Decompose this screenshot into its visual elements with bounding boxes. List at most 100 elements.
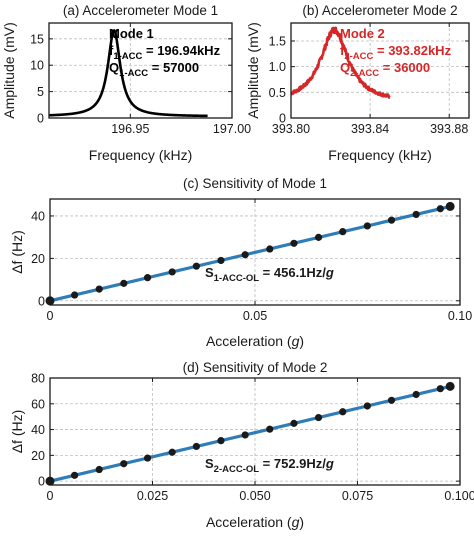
x-tick-label: 0.075 <box>342 489 373 503</box>
annotation-line: Q1-ACC = 57000 <box>109 60 199 79</box>
x-tick-label: 393.80 <box>272 122 310 136</box>
x-tick-label: 0.050 <box>239 489 270 503</box>
annotation-main: Q <box>340 60 350 75</box>
annotation-var: g <box>325 265 334 280</box>
data-point <box>241 251 249 259</box>
data-point <box>387 216 396 224</box>
fit-line <box>50 203 455 303</box>
data-point <box>95 465 103 474</box>
x-tick-label: 0 <box>47 489 54 503</box>
resonance-curve <box>49 29 209 118</box>
y-tick-label: 0 <box>38 475 45 489</box>
annotation-main: S <box>205 456 214 471</box>
annotation-subscript: 2-ACC <box>344 51 373 62</box>
annotation-main: f <box>340 43 345 58</box>
x-axis-label-tail: ) <box>299 514 304 530</box>
x-tick-label: 0.100 <box>444 489 474 503</box>
x-axis-label: Frequency (kHz) <box>89 147 192 163</box>
plot-area <box>49 29 209 118</box>
annotation-subscript: 1-ACC-OL <box>214 273 260 284</box>
chart-c: (c) Sensitivity of Mode 1 0 0.05 0.10 0 20 40 A… <box>9 176 472 349</box>
annotation-tail: = 36000 <box>379 60 430 75</box>
annotation-main: Mode 2 <box>340 26 385 41</box>
y-axis-label: Amplitude (mV) <box>1 22 17 118</box>
chart-d: (d) Sensitivity of Mode 2 0 0.025 0.050 0.07… <box>9 360 474 530</box>
y-tick-label: 15 <box>30 32 44 46</box>
y-tick-label: 0 <box>37 112 44 126</box>
x-axis-label: Acceleration (g) <box>206 514 304 530</box>
chart-title: (c) Sensitivity of Mode 1 <box>183 176 327 191</box>
x-tick-label: 0.10 <box>448 309 472 323</box>
data-point <box>363 222 371 230</box>
annotation-tail: = 57000 <box>148 60 199 75</box>
data-point <box>339 228 347 236</box>
data-point <box>143 454 152 462</box>
x-tick-label: 393.84 <box>351 122 389 136</box>
data-point <box>168 268 176 276</box>
annotation-tail: = 752.9Hz/ <box>259 456 326 471</box>
data-point <box>241 431 249 439</box>
x-tick-label: 393.88 <box>430 122 468 136</box>
annotation-subscript: 2-ACC-OL <box>214 464 260 475</box>
data-point <box>168 448 176 456</box>
data-point <box>436 205 444 213</box>
x-axis-label: Acceleration (g) <box>206 333 304 349</box>
data-point <box>445 381 455 391</box>
sensitivity-annotation: S2-ACC-OL = 752.9Hz/g <box>205 456 334 475</box>
y-tick-label: 60 <box>31 397 45 411</box>
y-tick-label: 40 <box>31 209 45 223</box>
data-point <box>217 256 225 265</box>
annotation-line: Mode 1 <box>109 26 154 41</box>
data-point <box>266 245 274 253</box>
y-axis-label: Δf (Hz) <box>9 230 25 274</box>
annotation-main: S <box>205 265 214 280</box>
x-axis-label-text: Acceleration ( <box>206 333 292 349</box>
annotation-line: Mode 2 <box>340 26 385 41</box>
annotation-subscript: 1-ACC <box>113 51 142 62</box>
sensitivity-annotation: S1-ACC-OL = 456.1Hz/g <box>205 265 334 284</box>
plot-area <box>50 383 455 483</box>
resonance-curve <box>291 26 391 99</box>
data-point <box>412 210 420 219</box>
data-point <box>192 262 200 270</box>
annotation-main: Q <box>109 60 119 75</box>
plot-frame <box>290 22 470 119</box>
annotation-main: f <box>109 43 114 58</box>
y-tick-label: 80 <box>31 372 45 386</box>
y-tick-label: 20 <box>31 449 45 463</box>
y-tick-label: 40 <box>31 423 45 437</box>
x-axis-label: Frequency (kHz) <box>328 147 431 163</box>
y-tick-label: 0 <box>279 112 286 126</box>
data-point <box>436 385 444 393</box>
annotation-line: f2-ACC = 393.82kHz <box>340 43 452 62</box>
x-tick-label: 0.05 <box>243 309 267 323</box>
data-point <box>120 279 128 287</box>
plot-area <box>291 26 391 99</box>
annotation-tail: = 456.1Hz/ <box>259 265 326 280</box>
annotation-subscript: 1-ACC <box>119 68 148 79</box>
x-tick-label: 196.95 <box>111 122 149 136</box>
data-point <box>363 402 371 410</box>
data-point <box>266 425 274 433</box>
data-point <box>290 239 298 247</box>
x-tick-label: 0 <box>47 309 54 323</box>
data-point <box>412 390 420 399</box>
data-point <box>290 419 298 427</box>
chart-b: (b) Accelerometer Mode 2 393.80 393.84 393.… <box>245 3 470 163</box>
data-point <box>339 408 347 416</box>
plot-frame <box>49 198 461 306</box>
plot-frame <box>48 22 233 119</box>
y-tick-label: 1.0 <box>269 60 286 74</box>
annotation-tail: = 196.94kHz <box>142 43 220 58</box>
data-point <box>217 437 225 445</box>
data-point <box>387 396 396 404</box>
y-tick-label: 5 <box>37 85 44 99</box>
data-point <box>445 201 455 211</box>
data-point <box>314 233 323 241</box>
y-tick-label: 0.5 <box>269 86 286 100</box>
y-tick-label: 10 <box>30 59 44 73</box>
data-point <box>314 413 323 422</box>
annotation-line: Q2-ACC = 36000 <box>340 60 430 79</box>
fit-line <box>50 383 455 483</box>
chart-a: (a) Accelerometer Mode 1 196.95 197.00 0 5 10… <box>1 3 251 163</box>
